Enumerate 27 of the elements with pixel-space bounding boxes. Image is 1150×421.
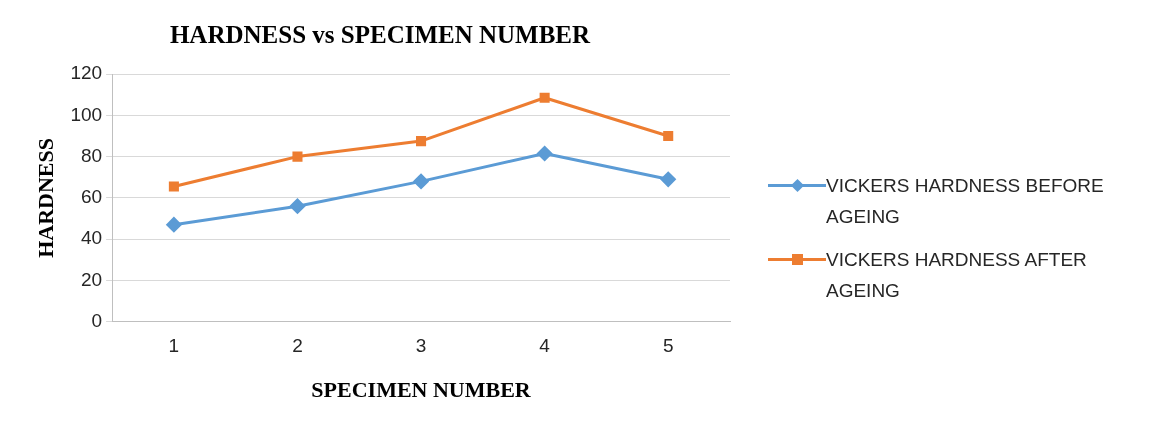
point bbox=[539, 92, 550, 103]
y-tick-label: 80 bbox=[80, 144, 103, 166]
x-tick-label: 2 bbox=[292, 335, 303, 357]
y-tick-label: 20 bbox=[80, 268, 103, 290]
point bbox=[413, 173, 429, 189]
point bbox=[166, 217, 182, 233]
x-tick-label: 4 bbox=[539, 335, 551, 357]
y-axis-title: HARDNESS bbox=[32, 137, 58, 258]
x-tick-label: 3 bbox=[415, 335, 427, 357]
legend-label: VICKERS HARDNESS BEFORE AGEING bbox=[826, 174, 1105, 229]
y-tick-label: 0 bbox=[91, 310, 103, 332]
x-tick-label: 1 bbox=[168, 335, 180, 357]
y-tick-label: 40 bbox=[80, 227, 103, 249]
y-tick-label: 100 bbox=[70, 103, 103, 125]
y-tick-label: 60 bbox=[80, 186, 103, 208]
point bbox=[289, 198, 305, 214]
chart-title: HARDNESS vs SPECIMEN NUMBER bbox=[169, 21, 592, 49]
point bbox=[663, 130, 674, 141]
point bbox=[537, 146, 553, 161]
point bbox=[660, 171, 676, 187]
x-axis-title: SPECIMEN NUMBER bbox=[311, 377, 532, 403]
point bbox=[416, 136, 427, 147]
point bbox=[168, 181, 179, 192]
y-tick-label: 120 bbox=[70, 62, 103, 84]
legend-label: VICKERS HARDNESS AFTER AGEING bbox=[826, 248, 1088, 303]
x-tick-label: 5 bbox=[662, 335, 674, 357]
point bbox=[292, 151, 303, 162]
